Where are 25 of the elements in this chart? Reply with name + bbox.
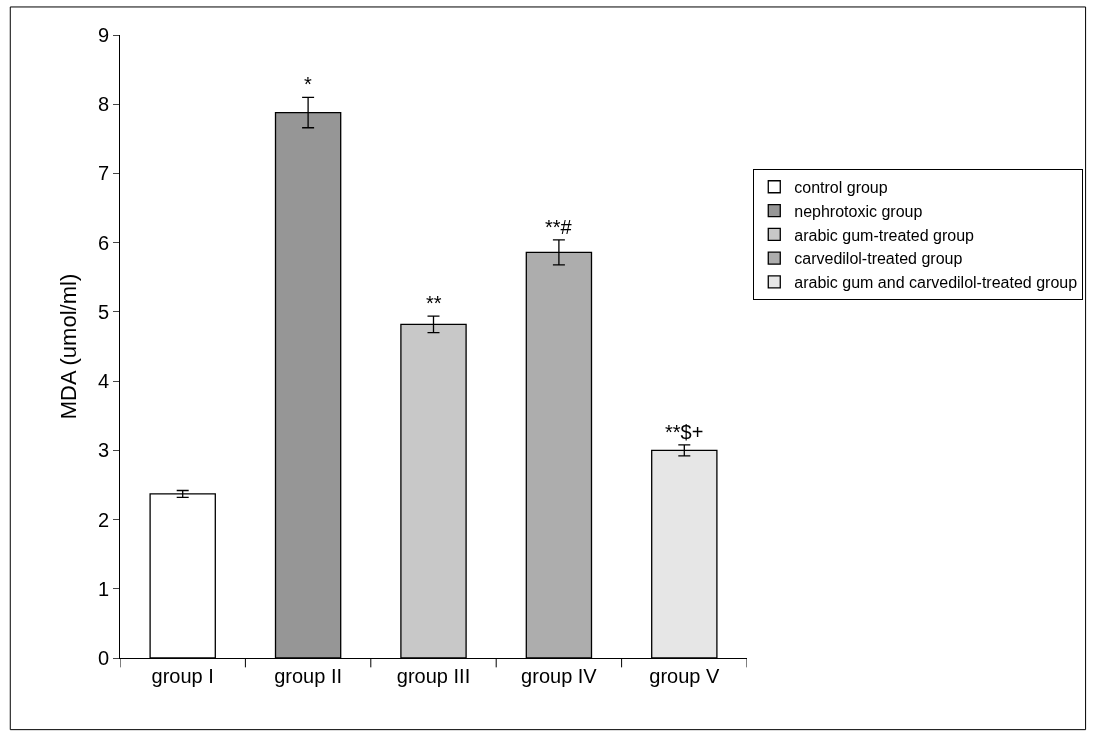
y-tick-label: 5 (97, 300, 109, 323)
annotation: * (304, 73, 312, 95)
x-tick-label: group V (649, 665, 720, 687)
x-tick-label: group IV (521, 665, 598, 687)
x-tick-label: group I (151, 665, 214, 687)
legend-label: control group (794, 179, 888, 196)
y-tick-label: 1 (97, 577, 109, 600)
y-tick-label: 0 (97, 647, 109, 669)
legend-label: carvedilol-treated group (794, 250, 963, 268)
annotation: ** (426, 292, 442, 314)
y-axis-title: MDA (umol/ml) (55, 273, 81, 420)
y-tick-label: 9 (97, 24, 109, 46)
legend-label: nephrotoxic group (794, 202, 923, 220)
y-tick-label: 7 (97, 162, 109, 185)
x-tick-label: group II (274, 665, 343, 687)
annotation: **$+ (665, 421, 704, 443)
annotation: **# (545, 216, 573, 238)
y-tick-label: 3 (97, 439, 109, 462)
y-tick-label: 2 (97, 508, 109, 531)
x-tick-label: group III (396, 665, 471, 687)
y-tick-label: 8 (97, 93, 109, 116)
legend-label: arabic gum-treated group (794, 226, 975, 244)
legend-label: arabic gum and carvedilol-treated group (794, 274, 1078, 292)
y-tick-label: 4 (97, 370, 109, 393)
y-tick-label: 6 (97, 231, 109, 254)
